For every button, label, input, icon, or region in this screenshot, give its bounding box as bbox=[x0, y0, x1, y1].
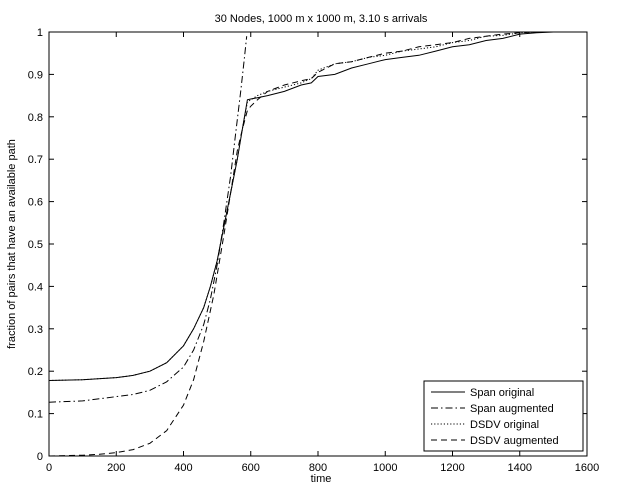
y-tick-label: 0.7 bbox=[28, 154, 43, 166]
y-tick-label: 1 bbox=[37, 27, 43, 39]
series-line-3 bbox=[48, 31, 577, 457]
x-tick-label: 1000 bbox=[373, 462, 397, 474]
y-tick-label: 0.4 bbox=[28, 281, 43, 293]
chart-title: 30 Nodes, 1000 m x 1000 m, 3.10 s arriva… bbox=[215, 13, 428, 25]
legend-label: DSDV original bbox=[470, 419, 539, 431]
y-tick-label: 0.3 bbox=[28, 324, 43, 336]
x-tick-label: 1600 bbox=[575, 462, 599, 474]
x-tick-label: 1400 bbox=[508, 462, 532, 474]
y-tick-label: 0.6 bbox=[28, 197, 43, 209]
x-tick-label: 600 bbox=[242, 462, 260, 474]
x-axis-label: time bbox=[311, 473, 332, 485]
x-tick-label: 1200 bbox=[440, 462, 464, 474]
series-line-0 bbox=[48, 31, 577, 381]
y-tick-label: 0.5 bbox=[28, 239, 43, 251]
legend-label: Span augmented bbox=[470, 403, 554, 415]
legend: Span original Span augmented DSDV original… bbox=[423, 380, 584, 452]
x-tick-label: 400 bbox=[174, 462, 192, 474]
y-tick-label: 0 bbox=[37, 451, 43, 463]
legend-label: DSDV augmented bbox=[470, 435, 559, 447]
series-layer bbox=[48, 31, 577, 457]
y-tick-label: 0.2 bbox=[28, 366, 43, 378]
x-tick-label: 200 bbox=[107, 462, 125, 474]
series-line-1 bbox=[48, 36, 248, 403]
y-axis-label: fraction of pairs that have an available… bbox=[6, 139, 18, 349]
legend-label: Span original bbox=[470, 387, 534, 399]
x-tick-label: 0 bbox=[46, 462, 52, 474]
y-tick-label: 0.8 bbox=[28, 112, 43, 124]
axis-ticks: 0 200 400 600 800 1000 1200 1400 1600 0 0.1 0.2 0.3 0… bbox=[28, 27, 600, 474]
legend-box bbox=[423, 380, 584, 452]
y-tick-label: 0.1 bbox=[28, 409, 43, 421]
y-tick-label: 0.9 bbox=[28, 69, 43, 81]
series-line-2 bbox=[48, 31, 577, 381]
x-tick-label: 800 bbox=[309, 462, 327, 474]
